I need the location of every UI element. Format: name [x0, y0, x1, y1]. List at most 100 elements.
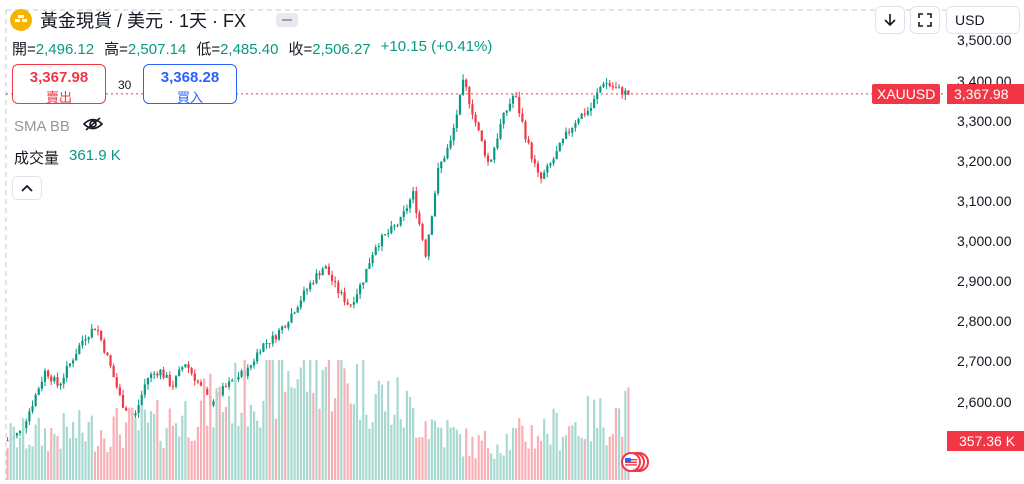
candle: [443, 158, 446, 162]
symbol-title[interactable]: 黃金現貨 / 美元 · 1天 · FX: [40, 11, 247, 31]
candle: [221, 386, 224, 396]
arrow-down-icon[interactable]: [875, 6, 905, 34]
symbol-price-tag: XAUUSD: [872, 84, 941, 104]
buy-button[interactable]: 3,368.28 買入: [143, 64, 237, 105]
candle: [624, 90, 627, 95]
eye-hidden-icon[interactable]: [82, 116, 104, 136]
candle: [571, 127, 574, 133]
volume-bar: [28, 444, 31, 480]
candle: [355, 294, 359, 303]
volume-bar: [433, 420, 437, 480]
volume-bar: [256, 420, 259, 480]
volume-bar: [396, 377, 399, 480]
volume-bar: [302, 360, 306, 480]
volume-bar: [237, 426, 240, 480]
volume-bar: [493, 458, 496, 480]
candle: [471, 104, 474, 115]
candle: [259, 351, 262, 353]
volume-bar: [374, 394, 377, 480]
volume-bar: [125, 422, 128, 480]
sell-button[interactable]: 3,367.98 賣出: [12, 64, 106, 105]
volume-bar: [461, 456, 465, 480]
candle: [334, 280, 337, 283]
candle: [184, 364, 187, 368]
currency-select[interactable]: USD: [946, 6, 1020, 34]
volume-bar: [106, 451, 109, 480]
candle: [106, 352, 109, 356]
chevron-up-icon[interactable]: [12, 176, 42, 200]
candle: [196, 380, 199, 383]
volume-bar: [9, 423, 12, 480]
volume-bar: [59, 448, 62, 480]
volume-bar: [277, 360, 281, 480]
volume-bar: [421, 437, 424, 480]
volume-bar: [68, 438, 72, 480]
candle: [18, 430, 22, 434]
volume-indicator[interactable]: 成交量 361.9 K: [14, 147, 121, 168]
volume-bar: [181, 415, 184, 480]
sma-indicator[interactable]: SMA BB: [14, 116, 104, 136]
volume-bar: [193, 440, 196, 480]
candle: [90, 328, 93, 338]
volume-bar: [240, 412, 243, 480]
volume-bar: [555, 412, 558, 480]
candle: [627, 90, 630, 95]
volume-bar: [580, 437, 583, 480]
volume-bar: [12, 426, 15, 480]
candle: [274, 335, 277, 340]
volume-bar: [31, 446, 34, 480]
candle: [103, 339, 106, 353]
candle: [558, 143, 561, 152]
collapse-legend-button[interactable]: [276, 13, 299, 27]
volume-bar: [349, 403, 352, 480]
price-tick: 2,800.00: [957, 313, 1012, 329]
candle: [206, 388, 209, 395]
volume-bar: [480, 440, 483, 480]
candle: [408, 199, 412, 209]
candle: [28, 411, 31, 422]
volume-bar: [103, 438, 106, 480]
spread-value: 30: [118, 78, 132, 92]
candle: [380, 235, 384, 247]
close-value: 2,506.27: [312, 41, 371, 58]
candle: [153, 373, 156, 375]
candle: [483, 140, 487, 156]
price-tick: 3,500.00: [957, 32, 1012, 48]
candle: [125, 407, 128, 411]
fullscreen-icon[interactable]: [910, 6, 940, 34]
us-flag-event-icon[interactable]: [621, 452, 649, 474]
volume-bar: [564, 435, 568, 480]
candle: [309, 283, 312, 290]
candle: [596, 92, 599, 100]
volume-bar: [128, 407, 131, 480]
volume-bar: [546, 433, 549, 480]
candle: [359, 284, 362, 295]
volume-bar: [199, 400, 203, 480]
candle: [393, 225, 396, 227]
volume-bar: [474, 458, 477, 480]
candle: [174, 376, 178, 387]
volume-bar: [415, 437, 418, 480]
candle: [511, 96, 515, 104]
candle: [365, 268, 368, 283]
volume-bar: [305, 391, 309, 480]
volume-bar: [53, 433, 56, 480]
volume-bar: [100, 430, 103, 480]
volume-bar: [377, 380, 380, 480]
volume-bar: [87, 421, 90, 480]
candle: [527, 139, 530, 143]
price-tick: 3,100.00: [957, 193, 1012, 209]
volume-bar: [231, 423, 234, 480]
buy-label: 買入: [176, 90, 203, 105]
volume-bar: [284, 391, 287, 480]
volume-bar: [483, 430, 487, 480]
volume-bar: [212, 427, 215, 480]
candle: [265, 343, 268, 345]
candle: [71, 360, 75, 364]
candle: [362, 282, 365, 285]
volume-bar: [614, 408, 618, 480]
volume-bar: [430, 419, 433, 480]
candle: [256, 352, 259, 362]
candle: [368, 263, 371, 269]
